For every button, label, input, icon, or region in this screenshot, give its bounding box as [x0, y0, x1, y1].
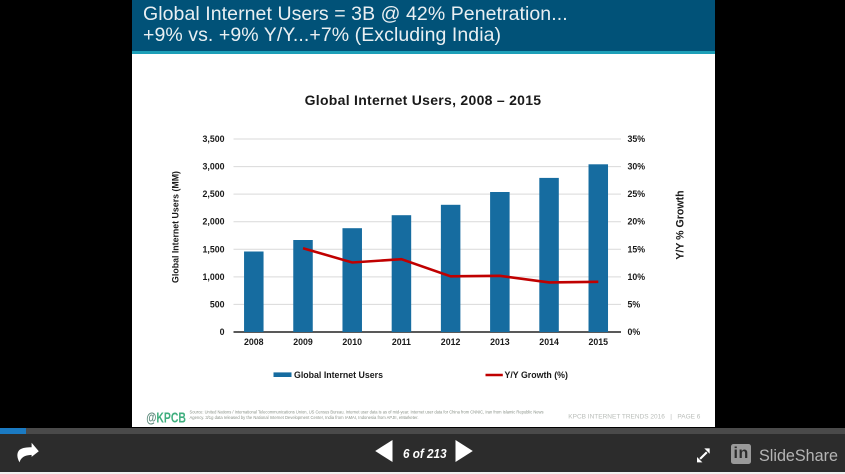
svg-text:35%: 35%: [628, 134, 646, 144]
svg-text:2013: 2013: [490, 337, 510, 347]
svg-text:30%: 30%: [628, 162, 646, 172]
svg-text:2011: 2011: [392, 337, 411, 347]
svg-text:1,000: 1,000: [202, 272, 224, 282]
svg-text:3,500: 3,500: [202, 134, 224, 144]
svg-text:Agency. 3/1g data released by: Agency. 3/1g data released by the Nation…: [190, 415, 419, 420]
svg-text:1,500: 1,500: [202, 244, 224, 254]
svg-text:Y/Y % Growth: Y/Y % Growth: [674, 190, 686, 259]
svg-text:0%: 0%: [628, 327, 641, 337]
svg-text:2009: 2009: [293, 337, 313, 347]
svg-text:5%: 5%: [628, 299, 641, 309]
svg-text:15%: 15%: [628, 244, 646, 254]
svg-text:20%: 20%: [628, 217, 646, 227]
svg-text:2015: 2015: [589, 337, 609, 347]
svg-text:0: 0: [220, 327, 225, 337]
svg-text:2008: 2008: [244, 337, 264, 347]
svg-text:500: 500: [210, 299, 225, 309]
svg-text:@KPCB: @KPCB: [146, 410, 186, 426]
svg-text:Global Internet Users (MM): Global Internet Users (MM): [171, 171, 181, 283]
svg-text:2010: 2010: [342, 337, 362, 347]
svg-text:3,000: 3,000: [202, 162, 224, 172]
svg-text:KPCB INTERNET TRENDS 2016 |: KPCB INTERNET TRENDS 2016 | PAGE 6: [568, 414, 700, 421]
svg-text:25%: 25%: [628, 189, 646, 199]
svg-text:2,000: 2,000: [202, 217, 224, 227]
svg-text:2012: 2012: [441, 337, 461, 347]
svg-text:10%: 10%: [628, 272, 646, 282]
svg-text:Source: United Nations / Inter: Source: United Nations / International T…: [190, 409, 544, 414]
svg-text:Global Internet Users: Global Internet Users: [294, 370, 383, 380]
svg-text:Y/Y Growth (%): Y/Y Growth (%): [505, 370, 568, 380]
svg-text:2014: 2014: [539, 337, 559, 347]
svg-text:Global Internet Users, 2008 –: Global Internet Users, 2008 – 2015: [305, 92, 542, 108]
svg-text:2,500: 2,500: [202, 189, 224, 199]
